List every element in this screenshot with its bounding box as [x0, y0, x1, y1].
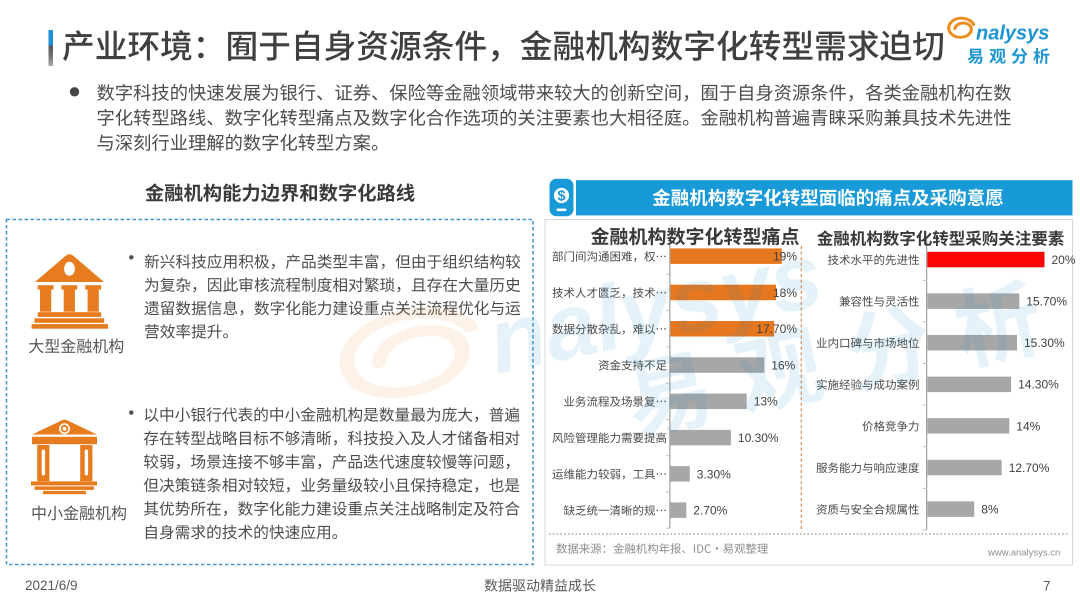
svg-text:www.analysys.cn: www.analysys.cn: [987, 548, 1060, 559]
svg-text:12.70%: 12.70%: [1009, 461, 1050, 475]
svg-text:15.70%: 15.70%: [1026, 295, 1067, 309]
svg-text:20%: 20%: [1052, 253, 1076, 267]
svg-text:18%: 18%: [773, 286, 797, 300]
svg-text:2.70%: 2.70%: [693, 504, 727, 518]
svg-text:2021/6/9: 2021/6/9: [25, 578, 78, 593]
svg-text:$: $: [557, 189, 565, 205]
svg-text:14%: 14%: [1016, 419, 1040, 433]
svg-text:19%: 19%: [773, 250, 797, 264]
svg-text:15.30%: 15.30%: [1024, 336, 1065, 350]
svg-text:3.30%: 3.30%: [697, 467, 731, 481]
svg-text:8%: 8%: [981, 503, 999, 517]
svg-text:10.30%: 10.30%: [738, 431, 779, 445]
svg-text:14.30%: 14.30%: [1018, 378, 1059, 392]
svg-text:nalysys: nalysys: [976, 23, 1049, 45]
svg-text:7: 7: [1043, 579, 1051, 594]
